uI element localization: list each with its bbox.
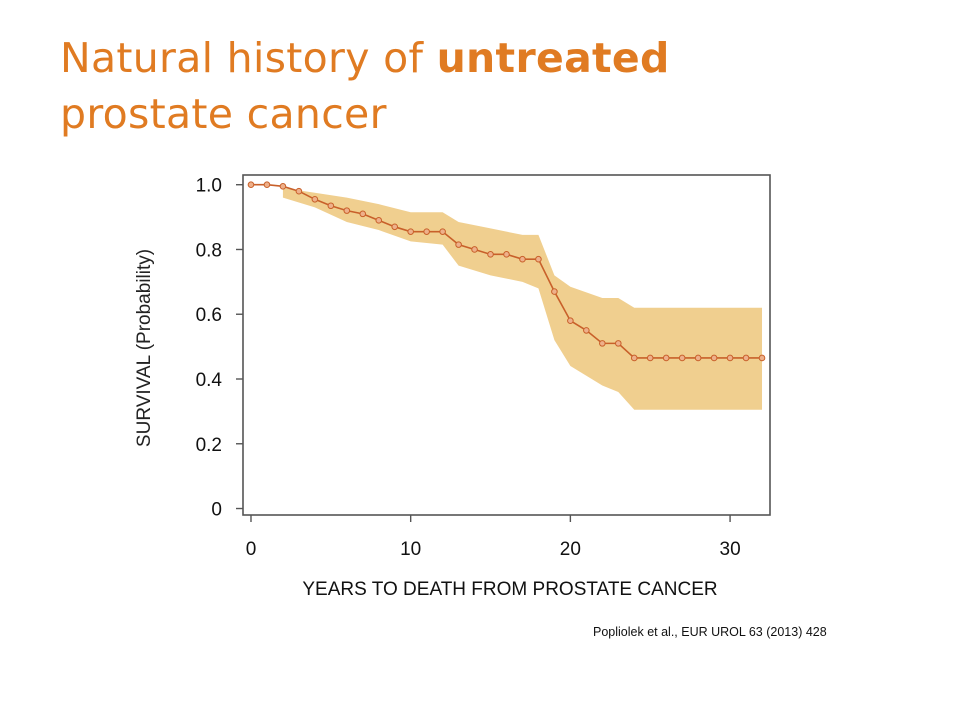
slide-title: Natural history of untreated prostate can…: [60, 30, 670, 142]
survival-point: [439, 228, 446, 235]
y-axis: 0 0.2 0.4 0.6 0.8 1.0: [196, 176, 243, 521]
survival-point: [551, 288, 558, 295]
y-tick-label: 0.2: [196, 435, 222, 456]
y-tick-label: 0.6: [196, 305, 222, 326]
survival-point: [535, 255, 542, 263]
survival-point: [583, 327, 590, 334]
survival-point: [742, 354, 750, 362]
plot-frame: [242, 174, 771, 516]
x-tick-label: 30: [720, 539, 741, 560]
survival-point: [567, 317, 574, 325]
x-tick-label: 0: [246, 539, 257, 560]
title-text-bold: untreated: [436, 34, 670, 82]
survival-point: [710, 354, 718, 362]
survival-point: [311, 195, 319, 203]
survival-point: [359, 210, 367, 218]
citation: Popliolek et al., EUR UROL 63 (2013) 428: [593, 625, 827, 639]
survival-points: [247, 181, 766, 362]
survival-point: [471, 246, 478, 253]
y-tick-label: 1.0: [196, 176, 222, 197]
survival-point: [678, 354, 686, 362]
x-tick-label: 20: [560, 539, 581, 560]
survival-point: [247, 181, 255, 189]
survival-point: [599, 340, 606, 347]
survival-point: [694, 354, 702, 362]
survival-point: [614, 340, 622, 347]
survival-point: [455, 241, 462, 248]
title-text-normal: Natural history of: [60, 34, 437, 82]
survival-point: [295, 187, 303, 195]
survival-point: [503, 251, 510, 258]
survival-point: [487, 251, 494, 258]
survival-point: [758, 354, 766, 362]
y-tick-label: 0.8: [196, 240, 222, 261]
title-text-line2: prostate cancer: [60, 90, 387, 138]
x-axis-label: YEARS TO DEATH FROM PROSTATE CANCER: [302, 579, 717, 600]
confidence-band: [282, 187, 763, 410]
survival-point: [343, 207, 351, 214]
survival-point: [662, 354, 670, 362]
survival-point: [279, 183, 287, 190]
survival-point: [423, 228, 430, 235]
survival-point: [327, 202, 335, 210]
survival-point: [519, 255, 526, 263]
survival-point: [391, 223, 399, 231]
survival-point: [726, 354, 734, 362]
survival-point: [263, 181, 271, 189]
y-tick-label: 0.4: [196, 370, 223, 391]
survival-point: [630, 354, 638, 362]
survival-point: [407, 228, 414, 235]
y-tick-label: 0: [211, 500, 222, 521]
y-axis-label: SURVIVAL (Probability): [134, 249, 155, 447]
x-tick-label: 10: [400, 539, 421, 560]
survival-point: [375, 217, 383, 224]
x-axis: 0 10 20 30: [246, 515, 741, 560]
survival-point: [646, 354, 654, 362]
